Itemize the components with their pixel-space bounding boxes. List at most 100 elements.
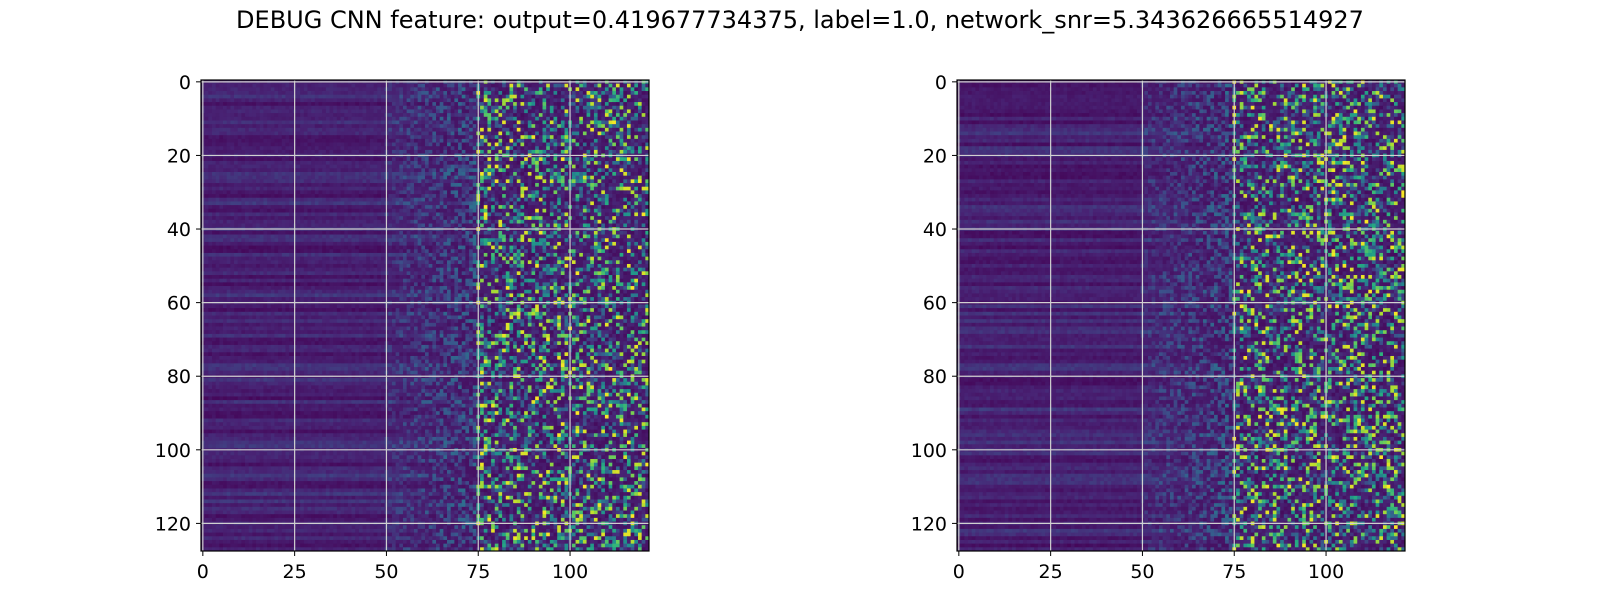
- heatmap-cell: [366, 205, 371, 210]
- heatmap-cell: [413, 179, 419, 184]
- heatmap-cell: [421, 98, 426, 103]
- heatmap-cell: [347, 201, 352, 206]
- heatmap-cell: [230, 124, 235, 129]
- heatmap-cell: [491, 135, 496, 140]
- heatmap-cell: [281, 94, 286, 99]
- heatmap-cell: [399, 212, 404, 217]
- heatmap-cell: [296, 179, 301, 184]
- heatmap-cell: [443, 149, 448, 154]
- heatmap-cell: [538, 138, 543, 143]
- heatmap-cell: [483, 131, 488, 136]
- heatmap-cell: [557, 175, 562, 180]
- heatmap-cell: [626, 91, 632, 96]
- heatmap-cell: [458, 175, 463, 180]
- heatmap-cell: [270, 120, 275, 125]
- heatmap-cell: [641, 223, 646, 228]
- heatmap-cell: [377, 157, 382, 162]
- heatmap-cell: [483, 91, 488, 96]
- heatmap-cell: [391, 186, 397, 191]
- heatmap-cell: [593, 127, 598, 132]
- heatmap-cell: [248, 205, 253, 210]
- heatmap-cell: [270, 219, 275, 224]
- heatmap-cell: [458, 87, 463, 92]
- heatmap-cell: [505, 219, 510, 224]
- heatmap-cell: [311, 127, 316, 132]
- heatmap-cell: [237, 149, 242, 154]
- heatmap-cell: [516, 197, 521, 202]
- heatmap-cell: [575, 131, 580, 136]
- heatmap-cell: [322, 171, 327, 177]
- heatmap-cell: [465, 171, 470, 177]
- heatmap-cell: [601, 212, 606, 217]
- heatmap-cell: [450, 149, 455, 154]
- heatmap-cell: [502, 109, 507, 114]
- heatmap-cell: [391, 94, 397, 99]
- heatmap-cell: [234, 205, 239, 210]
- heatmap-cell: [351, 197, 356, 202]
- heatmap-cell: [329, 190, 334, 195]
- heatmap-cell: [593, 135, 598, 140]
- heatmap-cell: [263, 205, 268, 210]
- heatmap-cell: [458, 164, 463, 169]
- heatmap-cell: [626, 175, 632, 180]
- heatmap-cell: [450, 127, 455, 132]
- heatmap-cell: [307, 131, 312, 136]
- heatmap-cell: [344, 149, 349, 154]
- heatmap-cell: [546, 131, 551, 136]
- heatmap-cell: [391, 127, 397, 132]
- heatmap-cell: [597, 98, 602, 103]
- heatmap-cell: [428, 168, 433, 173]
- heatmap-cell: [311, 116, 316, 121]
- heatmap-cell: [325, 91, 330, 96]
- heatmap-cell: [263, 197, 268, 202]
- heatmap-cell: [593, 208, 598, 213]
- heatmap-cell: [252, 120, 257, 125]
- heatmap-cell: [417, 205, 422, 210]
- heatmap-cell: [340, 223, 345, 228]
- heatmap-cell: [281, 131, 286, 136]
- heatmap-cell: [560, 116, 565, 121]
- heatmap-cell: [413, 205, 419, 210]
- heatmap-cell: [439, 194, 444, 199]
- heatmap-cell: [436, 94, 441, 99]
- heatmap-cell: [560, 94, 565, 99]
- heatmap-cell: [322, 102, 327, 107]
- heatmap-cell: [252, 194, 257, 199]
- heatmap-cell: [314, 87, 319, 92]
- heatmap-cell: [219, 149, 224, 154]
- heatmap-cell: [623, 91, 628, 96]
- heatmap-cell: [311, 212, 316, 217]
- heatmap-cell: [582, 127, 587, 132]
- heatmap-cell: [399, 171, 404, 177]
- heatmap-cell: [417, 142, 422, 147]
- heatmap-cell: [516, 94, 521, 99]
- heatmap-cell: [259, 149, 264, 154]
- heatmap-cell: [590, 186, 595, 191]
- heatmap-cell: [597, 171, 602, 177]
- heatmap-cell: [450, 157, 455, 162]
- heatmap-cell: [502, 91, 507, 96]
- heatmap-cell: [333, 219, 338, 224]
- heatmap-cell: [465, 94, 470, 99]
- heatmap-cell: [637, 87, 643, 92]
- heatmap-cell: [333, 102, 338, 107]
- heatmap-cell: [417, 98, 422, 103]
- heatmap-cell: [237, 98, 242, 103]
- heatmap-cell: [215, 175, 220, 180]
- heatmap-cell: [333, 205, 338, 210]
- heatmap-cell: [413, 219, 419, 224]
- heatmap-cell: [469, 131, 474, 136]
- heatmap-cell: [325, 142, 330, 147]
- heatmap-cell: [483, 94, 488, 99]
- heatmap-cell: [491, 127, 496, 132]
- heatmap-cell: [597, 87, 602, 92]
- heatmap-cell: [281, 190, 286, 195]
- heatmap-cell: [564, 183, 569, 188]
- heatmap-cell: [241, 186, 246, 191]
- heatmap-cell: [626, 171, 632, 177]
- heatmap-cell: [626, 186, 632, 191]
- heatmap-cell: [369, 194, 374, 199]
- heatmap-cell: [604, 146, 609, 151]
- heatmap-cell: [256, 216, 261, 221]
- heatmap-cell: [219, 194, 224, 199]
